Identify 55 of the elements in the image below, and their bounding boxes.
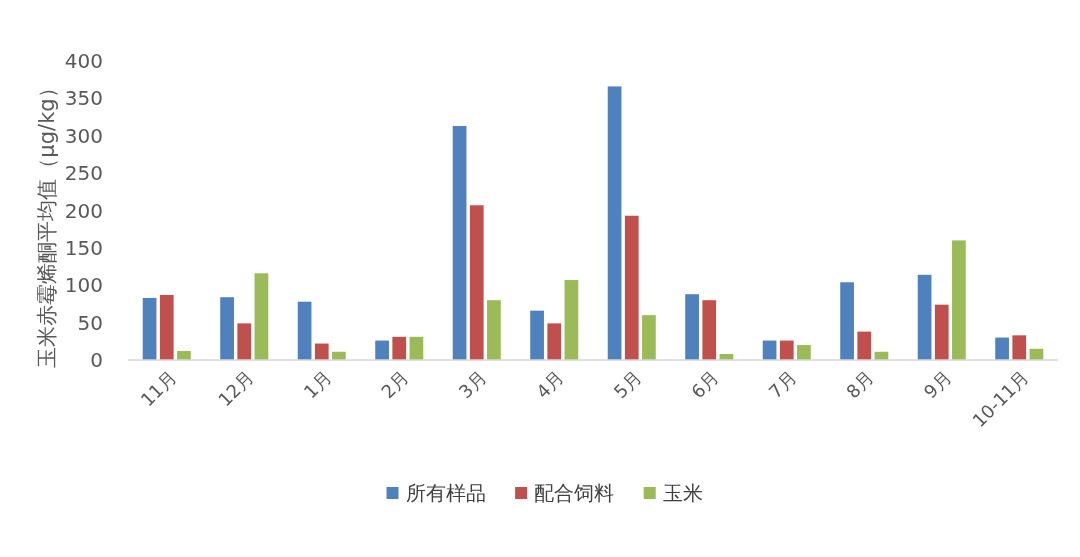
- bar: [375, 340, 389, 360]
- y-tick-label: 150: [64, 235, 103, 260]
- y-axis-title: 玉米赤霉烯酮平均值（μg/kg）: [35, 77, 59, 368]
- y-tick-label: 50: [77, 310, 103, 335]
- y-tick-label: 100: [64, 273, 103, 298]
- bar: [702, 300, 717, 360]
- bar: [607, 86, 622, 360]
- bar: [409, 336, 424, 360]
- bar: [685, 294, 699, 360]
- x-tick-label: 6月: [687, 366, 723, 403]
- legend-label: 玉米: [662, 481, 703, 505]
- bar: [177, 351, 191, 360]
- bar: [952, 240, 966, 360]
- bar: [530, 310, 544, 360]
- x-tick-label: 4月: [532, 366, 568, 403]
- y-tick-label: 200: [64, 198, 103, 223]
- x-tick-label: 12月: [213, 366, 258, 411]
- bar: [254, 273, 269, 360]
- bar: [142, 297, 157, 360]
- bar: [564, 280, 579, 360]
- bar: [452, 126, 467, 360]
- bar: [1012, 335, 1027, 360]
- bar: [392, 336, 407, 360]
- y-tick-label: 350: [64, 86, 103, 111]
- x-tick-label: 1月: [299, 366, 336, 403]
- x-tick-label: 9月: [919, 366, 956, 403]
- y-tick-label: 250: [64, 161, 103, 186]
- x-tick-label: 7月: [764, 366, 801, 403]
- bar: [314, 343, 329, 360]
- bar: [237, 323, 252, 360]
- bar: [840, 282, 854, 360]
- bar: [934, 304, 949, 360]
- bar: [487, 300, 501, 360]
- x-tick-label: 2月: [377, 366, 413, 403]
- bar: [857, 331, 872, 360]
- bar: [624, 215, 639, 360]
- bar: [159, 294, 174, 360]
- y-tick-label: 400: [64, 49, 103, 73]
- legend-label: 所有样品: [405, 481, 486, 505]
- bar: [779, 340, 794, 360]
- bar: [469, 205, 484, 360]
- x-tick-label: 3月: [454, 366, 491, 403]
- bar: [797, 345, 811, 360]
- y-tick-label: 300: [64, 123, 103, 148]
- x-tick-label: 11月: [136, 366, 181, 411]
- x-tick-label: 8月: [842, 366, 878, 403]
- bar: [642, 315, 656, 360]
- legend-label: 配合饲料: [534, 481, 615, 505]
- x-tick-label: 5月: [609, 366, 646, 403]
- bar: [995, 337, 1009, 360]
- bar: [547, 323, 562, 360]
- y-tick-label: 0: [90, 348, 103, 372]
- bar: [917, 274, 932, 360]
- bar: [220, 297, 234, 360]
- bar: [297, 301, 312, 360]
